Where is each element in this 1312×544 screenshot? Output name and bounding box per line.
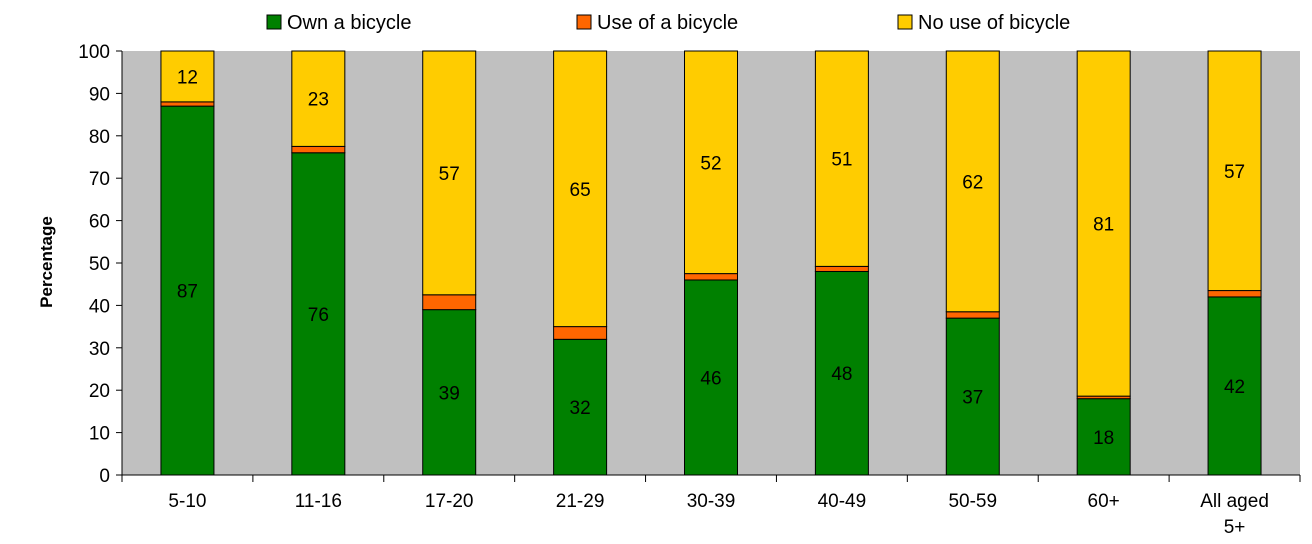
bar-segment-2-2 bbox=[291, 145, 346, 154]
bar-segment-1-4 bbox=[553, 338, 608, 476]
data-label-3-2: 23 bbox=[308, 90, 329, 111]
bar-segment-1-5 bbox=[684, 279, 738, 476]
y-tick-label-4: 30 bbox=[89, 339, 110, 360]
bar-segment-1-9 bbox=[1207, 296, 1262, 476]
y-tick-label-11: 100 bbox=[78, 42, 110, 63]
bar-segment-3-7 bbox=[945, 50, 1000, 313]
bar-segment-3-1 bbox=[160, 50, 215, 103]
data-label-1-8: 18 bbox=[1093, 428, 1114, 449]
bars bbox=[160, 50, 1262, 476]
x-tick-label-3: 17-20 bbox=[425, 491, 474, 512]
data-label-1-3: 39 bbox=[439, 383, 460, 404]
data-label-1-1: 87 bbox=[177, 282, 198, 303]
bar-segment-1-7 bbox=[945, 317, 1000, 476]
bar-segment-2-7 bbox=[945, 311, 1000, 319]
bar-segment-3-2 bbox=[291, 50, 346, 147]
legend-swatch-3 bbox=[897, 14, 913, 30]
bar-segment-3-9 bbox=[1207, 50, 1262, 292]
x-tick-label-6: 40-49 bbox=[818, 491, 867, 512]
bar-segment-2-4 bbox=[553, 326, 608, 340]
x-tick-label-7: 50-59 bbox=[948, 491, 997, 512]
data-label-1-4: 32 bbox=[570, 398, 591, 419]
data-label-3-4: 65 bbox=[570, 180, 591, 201]
x-tick-label-8: 60+ bbox=[1088, 491, 1120, 512]
data-label-3-5: 52 bbox=[700, 153, 721, 174]
data-label-1-9: 42 bbox=[1224, 377, 1245, 398]
data-label-3-6: 51 bbox=[831, 150, 852, 171]
y-tick-label-5: 40 bbox=[89, 296, 110, 317]
legend-swatch-1 bbox=[266, 14, 282, 30]
bar-segment-3-6 bbox=[814, 50, 869, 267]
bar-segment-3-4 bbox=[553, 50, 608, 328]
x-tick-label-2: 11-16 bbox=[295, 491, 342, 512]
data-label-3-1: 12 bbox=[177, 67, 198, 88]
data-label-3-9: 57 bbox=[1224, 162, 1245, 183]
legend-swatch-2 bbox=[576, 14, 592, 30]
data-label-1-7: 37 bbox=[962, 388, 983, 409]
legend: Own a bicycle Use of a bicycle No use of b… bbox=[266, 12, 1070, 34]
bar-segment-2-1 bbox=[160, 101, 215, 107]
data-labels: 87 12 76 23 39 57 32 65 46 52 48 51 37 62 18 81 42 57 bbox=[177, 67, 1245, 448]
y-tick-label-7: 60 bbox=[89, 212, 110, 233]
data-label-1-5: 46 bbox=[700, 368, 721, 389]
x-tick-label-4: 21-29 bbox=[556, 491, 605, 512]
legend-label-3: No use of bicycle bbox=[918, 12, 1070, 34]
legend-label-2: Use of a bicycle bbox=[597, 12, 738, 34]
axes: 0 10 20 30 40 50 60 70 80 90 100 5-10 11-16 17-20 21-2… bbox=[78, 42, 1301, 538]
bar-segment-3-5 bbox=[684, 50, 738, 275]
data-label-3-8: 81 bbox=[1093, 215, 1114, 236]
y-tick-label-8: 70 bbox=[89, 169, 110, 190]
y-tick-label-3: 20 bbox=[89, 381, 110, 402]
bar-segment-2-6 bbox=[814, 265, 869, 272]
legend-label-1: Own a bicycle bbox=[287, 12, 412, 34]
x-tick-label-1: 5-10 bbox=[168, 491, 206, 512]
y-axis-title: Percentage bbox=[37, 216, 56, 308]
y-tick-label-1: 0 bbox=[99, 466, 110, 487]
data-label-1-2: 76 bbox=[308, 305, 329, 326]
y-tick-label-2: 10 bbox=[89, 424, 110, 445]
y-tick-label-6: 50 bbox=[89, 254, 110, 275]
y-tick-label-9: 80 bbox=[89, 127, 110, 148]
bar-segment-3-3 bbox=[422, 50, 477, 296]
x-tick-label-5: 30-39 bbox=[687, 491, 736, 512]
bar-segment-1-1 bbox=[160, 105, 215, 476]
bar-segment-1-8 bbox=[1076, 398, 1131, 476]
data-label-3-3: 57 bbox=[439, 164, 460, 185]
bar-segment-3-8 bbox=[1076, 50, 1131, 397]
bar-segment-2-5 bbox=[684, 273, 738, 281]
bar-segment-2-9 bbox=[1207, 290, 1262, 298]
data-label-1-6: 48 bbox=[831, 364, 852, 385]
bar-segment-1-2 bbox=[291, 152, 346, 476]
bar-segment-2-3 bbox=[422, 294, 477, 311]
y-tick-label-10: 90 bbox=[89, 84, 110, 105]
x-tick-label-9: All aged 5+ bbox=[1200, 491, 1269, 538]
data-label-3-7: 62 bbox=[962, 172, 983, 193]
